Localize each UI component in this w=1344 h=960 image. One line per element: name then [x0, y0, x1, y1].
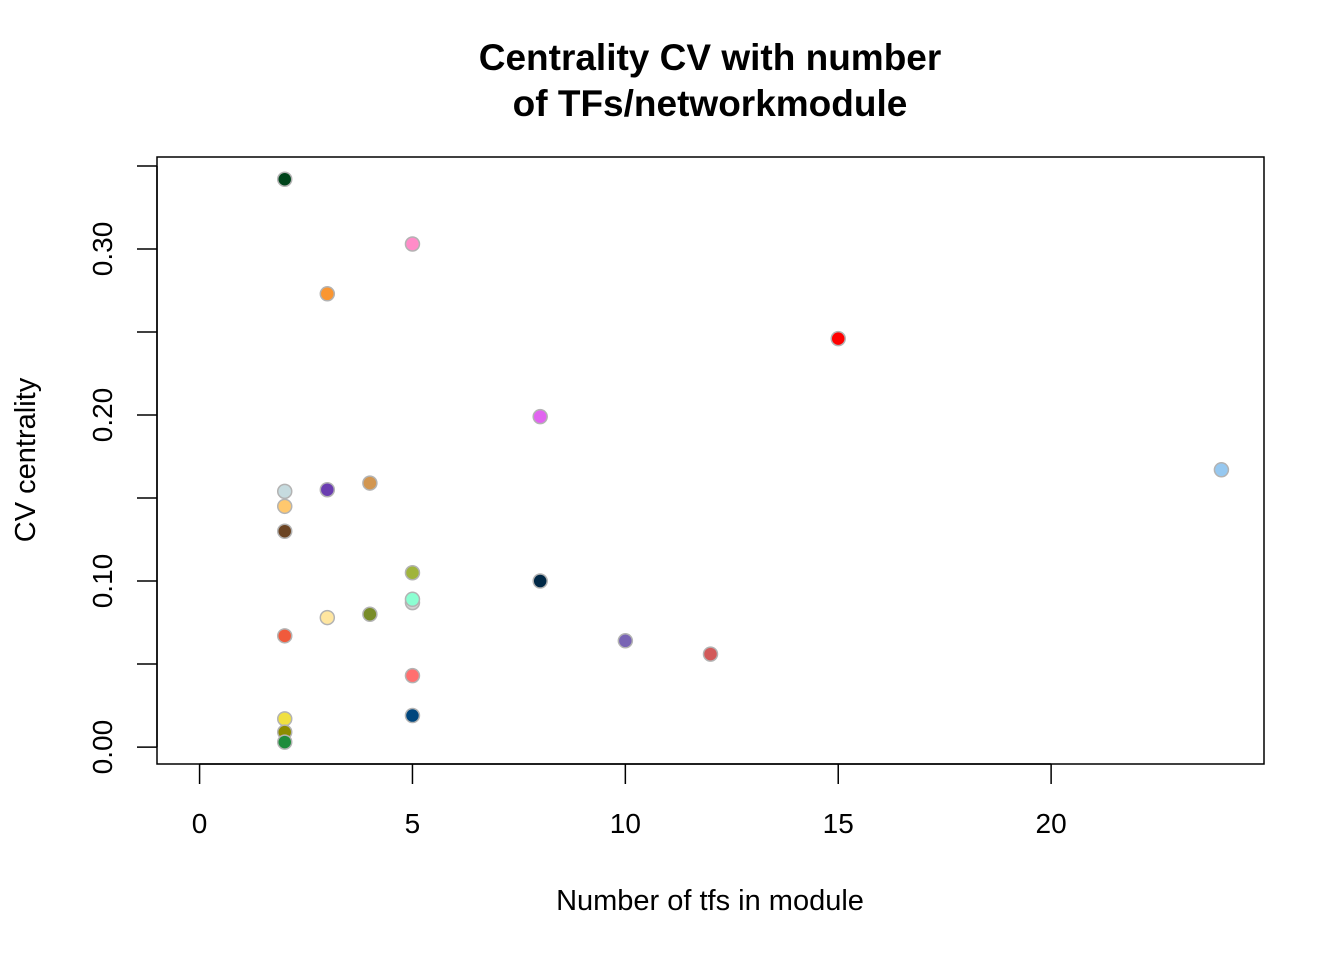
x-tick-label: 15 [823, 808, 854, 839]
chart-title-line-1: Centrality CV with number [479, 37, 942, 78]
data-point [276, 483, 293, 500]
data-point [404, 564, 421, 581]
x-tick-label: 10 [610, 808, 641, 839]
x-tick-label: 20 [1036, 808, 1067, 839]
data-point [362, 475, 378, 491]
x-tick-label: 5 [405, 808, 421, 839]
data-point [617, 633, 634, 649]
data-points [276, 171, 1230, 750]
data-point [276, 171, 293, 187]
data-point [404, 667, 421, 684]
y-tick-label: 0.20 [87, 388, 118, 443]
y-tick-label: 0.30 [87, 222, 118, 277]
data-point [1213, 462, 1230, 478]
y-tick-label: 0.00 [87, 720, 118, 775]
data-point [404, 236, 421, 252]
data-point [532, 408, 548, 425]
y-tick-label: 0.10 [87, 554, 118, 609]
data-point [276, 498, 293, 515]
data-point [830, 330, 846, 347]
y-axis-label: CV centrality [10, 377, 42, 542]
x-tick-label: 0 [192, 808, 208, 839]
data-point [276, 711, 293, 727]
data-point [404, 591, 421, 608]
data-point [276, 734, 293, 750]
data-point [276, 628, 293, 644]
data-point [319, 481, 336, 498]
data-point [404, 707, 421, 724]
x-axis: 0 5 10 15 20 [192, 763, 1067, 839]
y-axis: 0.00 0.10 0.20 0.30 [87, 165, 158, 775]
data-point [276, 523, 293, 539]
data-point [319, 286, 336, 302]
data-point [532, 573, 548, 589]
data-point [702, 646, 719, 662]
x-axis-label: Number of tfs in module [556, 885, 864, 917]
chart-title-line-2: of TFs/networkmodule [513, 83, 908, 124]
data-point [362, 606, 378, 622]
data-point [319, 609, 336, 626]
